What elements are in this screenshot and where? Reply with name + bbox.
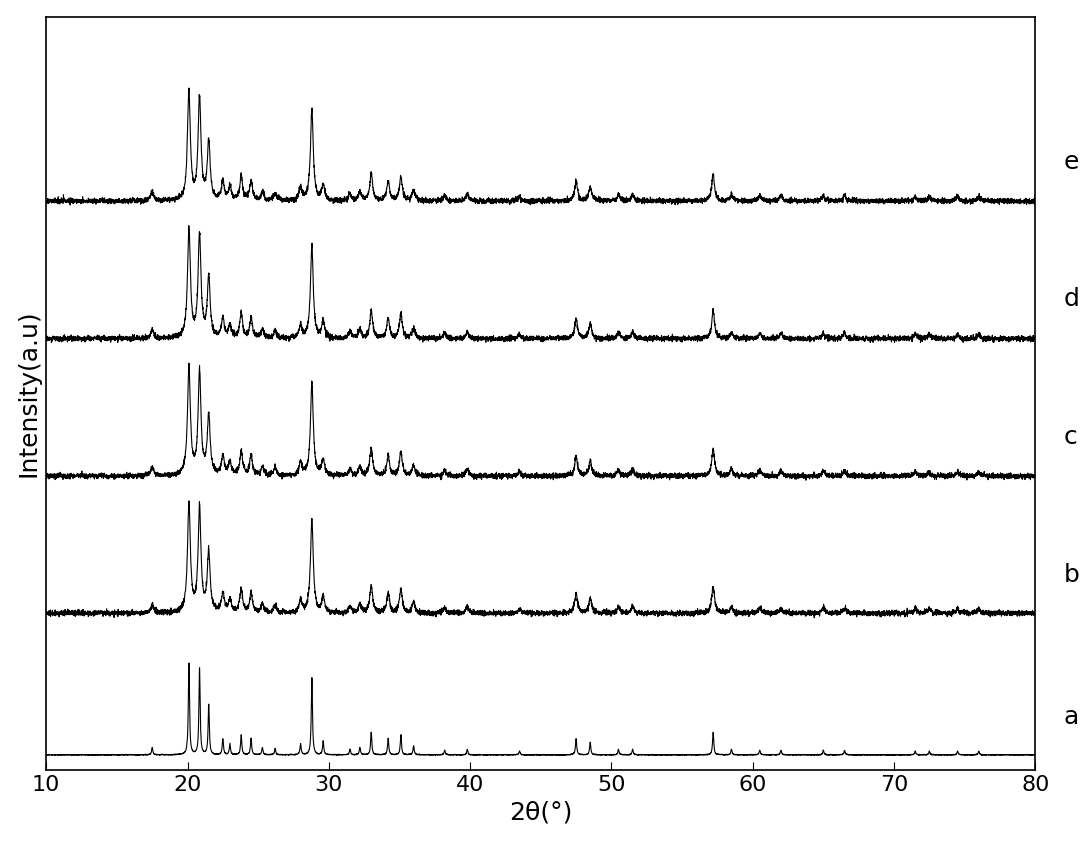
Y-axis label: Intensity(a.u): Intensity(a.u): [16, 309, 40, 477]
X-axis label: 2θ(°): 2θ(°): [509, 801, 572, 824]
Text: a: a: [1064, 706, 1079, 729]
Text: b: b: [1064, 563, 1079, 587]
Text: c: c: [1064, 425, 1078, 449]
Text: e: e: [1064, 150, 1079, 174]
Text: d: d: [1064, 288, 1079, 311]
